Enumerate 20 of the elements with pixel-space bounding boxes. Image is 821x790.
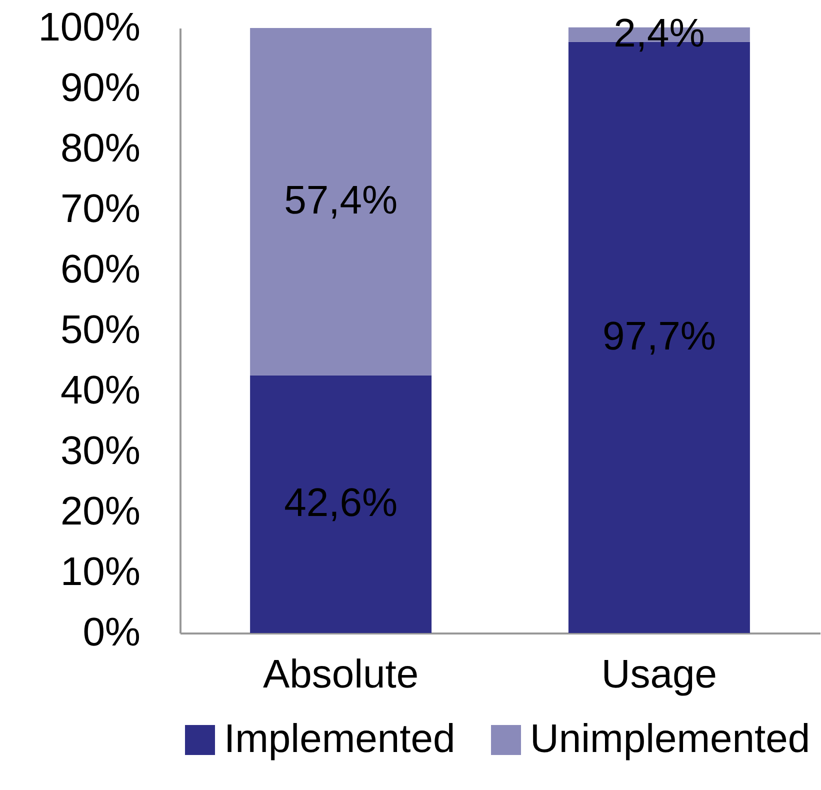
y-tick-label: 100%	[38, 6, 140, 50]
legend-label: Unimplemented	[530, 717, 810, 761]
y-tick-label: 10%	[60, 550, 140, 594]
y-tick-label: 60%	[60, 248, 140, 292]
y-tick-label: 20%	[60, 490, 140, 534]
legend-label: Implemented	[224, 717, 456, 761]
y-tick-label: 90%	[60, 66, 140, 110]
bar	[250, 375, 432, 633]
y-tick-label: 80%	[60, 126, 140, 170]
y-tick-label: 30%	[60, 429, 140, 473]
x-tick-label: Usage	[601, 652, 718, 696]
data-label: 97,7%	[602, 314, 716, 358]
y-tick-label: 70%	[60, 187, 140, 231]
y-tick-label: 40%	[60, 368, 140, 412]
data-label: 42,6%	[284, 481, 398, 526]
y-tick-label: 0%	[82, 610, 140, 654]
x-tick-label: Absolute	[262, 652, 419, 696]
bar	[250, 28, 432, 376]
y-tick-label: 50%	[60, 308, 140, 352]
data-label: 57,4%	[284, 178, 398, 223]
